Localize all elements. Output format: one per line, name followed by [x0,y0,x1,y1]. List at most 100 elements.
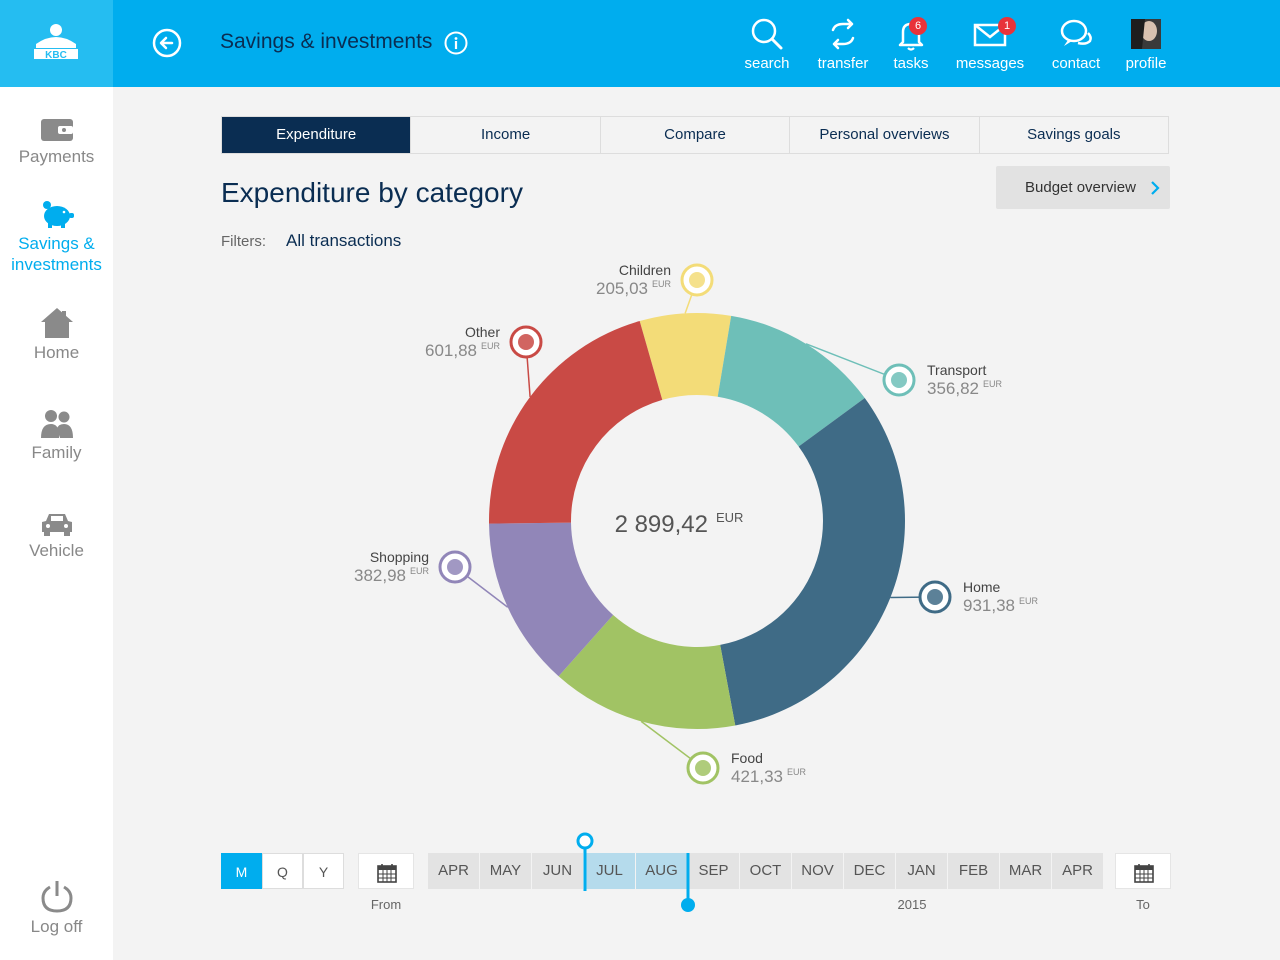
category-value-home: 931,38 EUR [963,596,1039,615]
sidebar-item-payments[interactable]: Payments [0,117,113,167]
nav-profile[interactable]: profile [1106,16,1186,72]
category-label-transport: Transport [927,362,987,378]
nav-label-transfer: transfer [817,55,869,72]
from-date-button[interactable] [358,853,414,889]
tab-compare[interactable]: Compare [601,117,791,153]
month-may-1[interactable]: MAY [480,853,531,889]
logoff-button[interactable]: Log off [0,879,113,937]
budget-overview-button[interactable]: Budget overview [996,166,1170,209]
nav-label-profile: profile [1125,55,1167,72]
messages-badge: 1 [998,17,1016,35]
filters-label: Filters: [221,233,266,250]
budget-overview-label: Budget overview [1025,179,1136,196]
house-icon [40,308,73,338]
nav-label-contact: contact [1051,55,1101,72]
cart-icon [686,751,720,785]
sidebar-item-label: Family [31,443,82,462]
kbc-logo[interactable]: KBC [0,0,113,87]
sidebar-item-label: Payments [18,147,95,166]
slice-other[interactable] [489,321,663,524]
top-bar: KBC Savings & investments search transfe… [0,0,1280,87]
tab-personal-overviews[interactable]: Personal overviews [790,117,980,153]
page-title: Savings & investments [220,30,433,53]
range-start-handle[interactable] [576,832,594,850]
slice-children[interactable] [639,312,732,400]
house-icon [918,580,952,614]
slice-transport[interactable] [717,315,865,447]
month-nov-7[interactable]: NOV [792,853,843,889]
tab-income[interactable]: Income [411,117,601,153]
nav-label-tasks: tasks [893,55,929,72]
month-jul-3[interactable]: JUL [584,853,635,889]
nav-messages[interactable]: messages 1 [950,16,1030,72]
mode-quarter-button[interactable]: Q [262,853,303,889]
chat-icon [1060,19,1092,46]
mode-month-button[interactable]: M [221,853,262,889]
range-end-handle[interactable] [681,898,695,912]
to-date-button[interactable] [1115,853,1171,889]
gift-icon [680,263,714,297]
slice-food[interactable] [558,615,736,729]
category-label-food: Food [731,750,763,766]
piggy-bank-icon [42,201,74,228]
car-icon [41,514,72,536]
tab-bar: Expenditure Income Compare Personal over… [221,116,1169,154]
month-apr-0[interactable]: APR [428,853,479,889]
calendar-icon [377,864,397,883]
month-timeline: APR MAY JUN JUL AUG SEP OCT NOV DEC JAN FEB MAR APR [428,853,1104,889]
slice-shopping[interactable] [489,522,614,677]
month-jun-2[interactable]: JUN [532,853,583,889]
tab-expenditure[interactable]: Expenditure [222,117,412,153]
nav-transfer[interactable]: transfer [803,16,883,72]
month-feb-10[interactable]: FEB [948,853,999,889]
filters-value[interactable]: All transactions [286,231,402,250]
month-sep-5[interactable]: SEP [688,853,739,889]
nav-search[interactable]: search [727,16,807,72]
section-heading: Expenditure by category [221,177,523,208]
calendar-icon [1134,864,1154,883]
leader-line-transport [805,343,900,381]
year-label: 2015 [897,897,927,912]
back-arrow-icon[interactable] [152,28,182,58]
category-value-other: 601,88 EUR [425,341,501,360]
sidebar-item-vehicle[interactable]: Vehicle [0,511,113,561]
range-handles [576,832,695,912]
slice-home[interactable] [720,398,905,726]
sidebar-item-home[interactable]: Home [0,307,113,363]
logoff-label: Log off [30,917,83,936]
month-aug-4[interactable]: AUG [636,853,687,889]
month-jan-9[interactable]: JAN [896,853,947,889]
search-icon [751,18,783,50]
nav-contact[interactable]: contact [1036,16,1116,72]
sidebar: Payments Savings & investments Home Fami… [0,87,113,960]
nav-label-search: search [744,55,790,72]
car-icon [882,363,916,397]
mode-year-button[interactable]: Y [303,853,344,889]
category-label-home: Home [963,579,1001,595]
transfer-icon [831,18,855,50]
sidebar-item-family[interactable]: Family [0,409,113,463]
category-label-other: Other [465,324,500,340]
more-icon [509,325,543,359]
month-oct-6[interactable]: OCT [740,853,791,889]
chart-total: 2 899,42 EUR [615,510,744,538]
svg-text:KBC: KBC [45,50,67,61]
category-label-children: Children [619,262,671,278]
chevron-right-icon [1151,181,1160,195]
month-dec-8[interactable]: DEC [844,853,895,889]
category-label-shopping: Shopping [370,549,429,565]
shirt-icon [438,550,472,584]
nav-tasks[interactable]: tasks 6 [871,16,951,72]
sidebar-item-label: Home [33,343,80,362]
category-value-food: 421,33 EUR [731,767,807,786]
sidebar-item-savings[interactable]: Savings & investments [0,199,113,275]
tab-savings-goals[interactable]: Savings goals [1027,126,1121,143]
from-label: From [370,897,402,912]
info-icon[interactable] [444,31,468,55]
category-value-shopping: 382,98 EUR [354,566,430,585]
power-icon [40,881,73,913]
category-value-transport: 356,82 EUR [927,379,1003,398]
month-mar-11[interactable]: MAR [1000,853,1051,889]
month-apr-12[interactable]: APR [1052,853,1103,889]
